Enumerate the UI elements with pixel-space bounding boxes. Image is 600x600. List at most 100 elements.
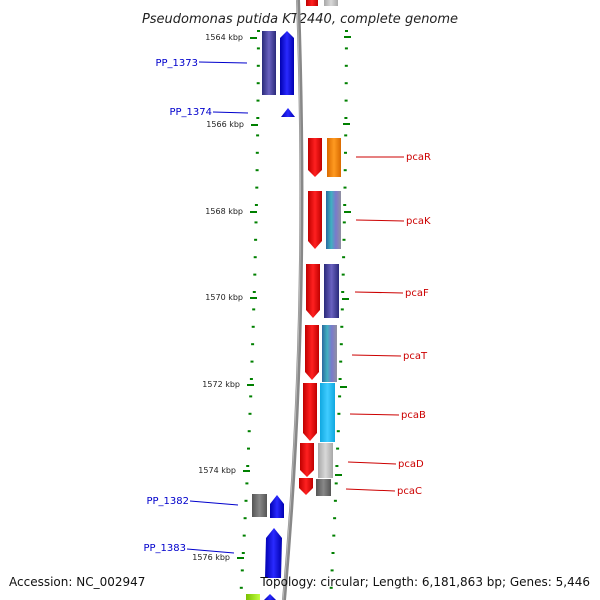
scale-dot	[333, 517, 337, 520]
scale-dot	[345, 30, 348, 32]
scale-dot	[246, 465, 250, 467]
accession-text: Accession: NC_002947	[9, 575, 145, 589]
cog-feature	[246, 594, 260, 600]
gene-arrow-pcac[interactable]	[299, 478, 313, 495]
topology-text: Topology: circular; Length: 6,181,863 bp…	[259, 575, 590, 589]
tick-label: 1564 kbp	[205, 33, 243, 42]
gene-arrow-pp-1374[interactable]	[281, 108, 295, 117]
scale-dot	[344, 82, 348, 85]
scale-dot	[339, 343, 343, 346]
gene-label-pcab[interactable]: pcaB	[401, 410, 426, 421]
gene-label-pp-1383[interactable]: PP_1383	[143, 543, 186, 554]
gene-arrow-pp-1373[interactable]	[280, 31, 294, 95]
scale-dot	[255, 169, 259, 172]
cog-feature	[327, 138, 341, 177]
gene-label-pcat[interactable]: pcaT	[403, 351, 428, 362]
tick-label: 1566 kbp	[206, 120, 244, 129]
cog-feature	[320, 383, 335, 442]
gene-arrow-pcab[interactable]	[303, 383, 317, 441]
scale-dot	[242, 534, 246, 537]
scale-dot	[335, 465, 339, 467]
scale-dot	[253, 273, 257, 276]
scale-dot	[336, 447, 340, 450]
tick-label: 1572 kbp	[202, 380, 240, 389]
tick-label: 1576 kbp	[192, 553, 230, 562]
scale-ticks: 1564 kbp 1566 kbp 1568 kbp 1570 kbp 1572…	[192, 33, 351, 562]
gene-label-pp-1382[interactable]: PP_1382	[146, 496, 189, 507]
cog-feature	[316, 479, 331, 496]
scale-dot	[253, 256, 257, 259]
scale-dots	[239, 30, 348, 589]
scale-dot	[254, 221, 258, 224]
scale-dot	[329, 586, 333, 589]
scale-dot	[342, 221, 346, 224]
scale-dot	[256, 134, 260, 137]
gene-label-pcaf[interactable]: pcaF	[405, 288, 429, 299]
scale-dot	[252, 291, 256, 293]
scale-dot	[343, 186, 347, 189]
scale-dot	[331, 552, 335, 554]
scale-dot	[340, 308, 344, 311]
gene-label-pcak[interactable]: pcaK	[406, 216, 431, 227]
label-leader	[347, 461, 397, 465]
gene-arrow-pcat[interactable]	[305, 325, 319, 380]
scale-dot	[239, 586, 243, 589]
label-leader	[345, 488, 396, 492]
gene-arrow-pcak[interactable]	[308, 191, 322, 249]
scale-dot	[248, 412, 252, 415]
cog-feature	[324, 264, 339, 318]
scale-dot	[342, 256, 346, 259]
scale-dot	[338, 378, 342, 380]
feature-cutoff-grey	[324, 0, 338, 6]
label-leader	[212, 111, 249, 114]
scale-dot	[341, 291, 345, 293]
scale-dot	[247, 447, 250, 450]
gene-arrow-pp-1384[interactable]	[264, 594, 276, 600]
left-labels: PP_1373 PP_1374 PP_1382 PP_1383	[143, 58, 249, 554]
scale-dot	[336, 430, 340, 433]
scale-dot	[330, 569, 334, 572]
scale-dot	[342, 238, 346, 241]
gene-label-pcad[interactable]: pcaD	[398, 459, 424, 470]
label-leader	[189, 500, 239, 506]
scale-dot	[344, 64, 348, 67]
gene-arrow-pp-1383[interactable]	[265, 528, 282, 578]
gene-label-pcar[interactable]: pcaR	[406, 152, 431, 163]
scale-dot	[343, 169, 347, 172]
scale-dot	[332, 534, 336, 537]
scale-dot	[338, 395, 342, 398]
scale-dot	[245, 482, 249, 485]
label-leader	[355, 219, 405, 222]
gene-arrow-pcar[interactable]	[308, 138, 322, 177]
scale-dot	[339, 360, 343, 363]
label-leader	[354, 291, 404, 294]
gene-arrow-pp-1382[interactable]	[270, 495, 284, 518]
gene-arrow-pcaf[interactable]	[306, 264, 320, 318]
scale-dot	[333, 499, 337, 502]
scale-dot	[256, 64, 260, 67]
gene-label-pp-1373[interactable]: PP_1373	[155, 58, 198, 69]
scale-dot	[247, 430, 251, 433]
gene-arrow-pcad[interactable]	[300, 443, 314, 477]
tick-label: 1568 kbp	[205, 207, 243, 216]
gene-label-pcac[interactable]: pcaC	[397, 486, 422, 497]
label-leader	[351, 354, 402, 357]
scale-dot	[337, 412, 341, 415]
right-labels: pcaR pcaK pcaF pcaT pcaB pcaD pcaC	[345, 152, 431, 497]
tick-label: 1574 kbp	[198, 466, 236, 475]
tick-label: 1570 kbp	[205, 293, 243, 302]
scale-dot	[344, 117, 348, 119]
scale-dot	[256, 82, 260, 85]
scale-dot	[254, 204, 258, 206]
gene-label-pp-1374[interactable]: PP_1374	[169, 107, 212, 118]
label-leader	[349, 413, 400, 416]
scale-dot	[250, 360, 254, 363]
label-leader	[198, 61, 248, 64]
scale-dot	[256, 47, 260, 50]
scale-dot	[344, 134, 348, 137]
scale-dot	[256, 99, 260, 102]
scale-dot	[254, 238, 258, 241]
cog-feature	[318, 443, 333, 478]
genome-backbone-highlight	[282, 0, 301, 600]
scale-dot	[240, 569, 244, 572]
